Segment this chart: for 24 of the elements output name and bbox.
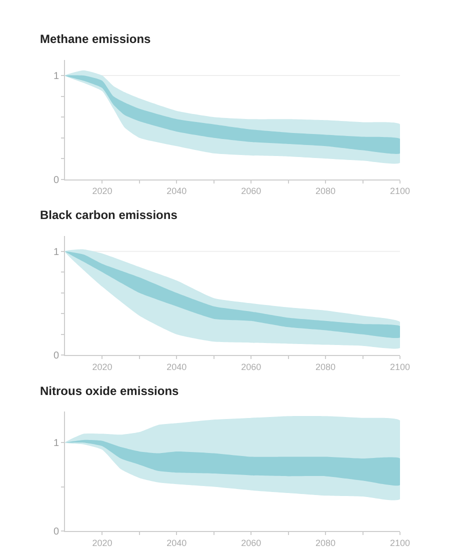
y-tick-label: 1: [53, 438, 60, 450]
x-tick-label: 2020: [92, 186, 112, 196]
chart-title: Black carbon emissions: [40, 208, 178, 222]
chart-title: Methane emissions: [40, 32, 152, 46]
y-tick-label: 1: [53, 246, 60, 258]
y-tick-label: 0: [53, 526, 60, 538]
x-tick-label: 2080: [316, 186, 336, 196]
x-tick-label: 2080: [316, 538, 336, 548]
chart-title: Nitrous oxide emissions: [40, 384, 180, 398]
x-tick-label: 2040: [166, 538, 187, 548]
x-tick-label: 2040: [166, 186, 187, 196]
x-tick-label: 2060: [241, 186, 262, 196]
x-tick-label: 2100: [390, 186, 410, 196]
x-tick-label: 2100: [390, 538, 410, 548]
y-tick-label: 1: [53, 71, 60, 82]
x-tick-label: 2040: [166, 362, 187, 372]
y-tick-label: 0: [53, 350, 60, 362]
x-tick-label: 2080: [316, 362, 336, 372]
x-tick-label: 2020: [92, 362, 112, 372]
x-tick-label: 2060: [241, 362, 262, 372]
x-tick-label: 2100: [390, 362, 410, 372]
x-tick-label: 2020: [92, 538, 112, 548]
y-tick-label: 0: [53, 174, 60, 186]
x-tick-label: 2060: [241, 538, 262, 548]
